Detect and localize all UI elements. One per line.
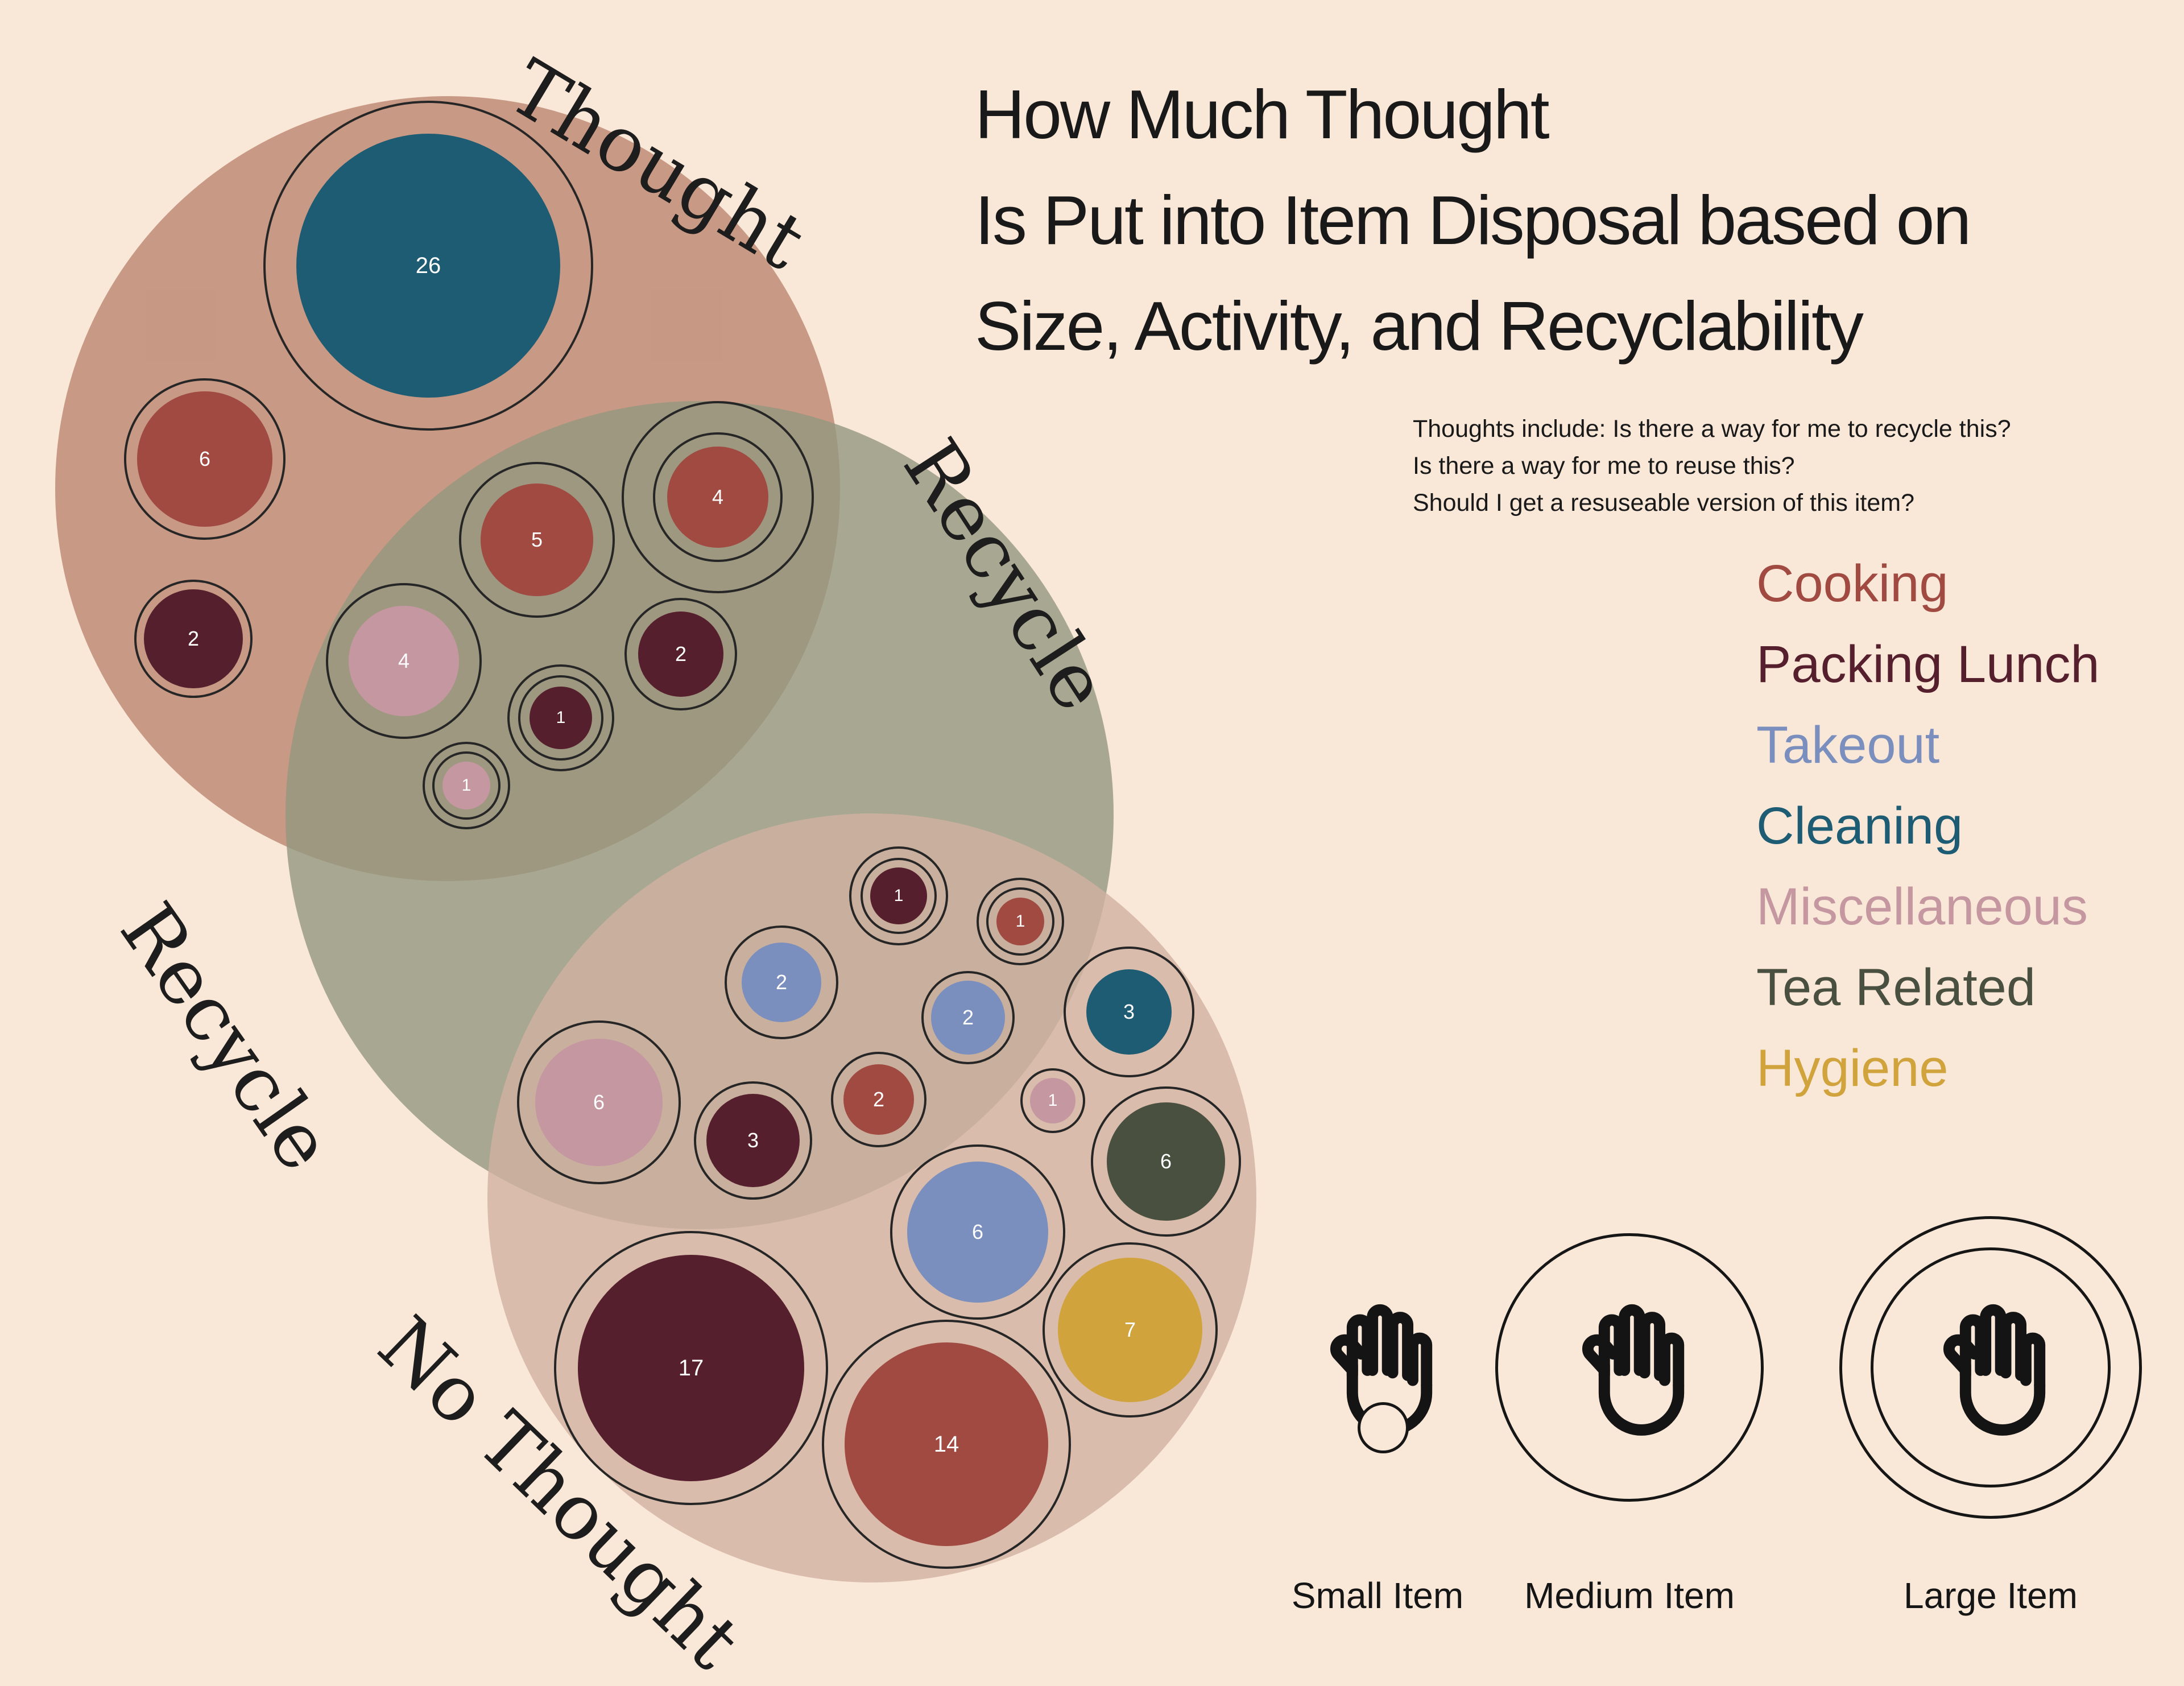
bubble-value: 1: [556, 708, 566, 727]
bubble-cooking: 1: [996, 898, 1044, 945]
hand-icon: [1925, 1287, 2056, 1448]
bubble-tea-related: 6: [1107, 1102, 1225, 1221]
bubble-value: 2: [872, 1088, 885, 1111]
bubble-size-ring: [1020, 1068, 1085, 1133]
bubble-miscellaneous: 6: [535, 1039, 663, 1166]
bubble-value: 3: [1123, 1000, 1135, 1023]
bubble-size-ring: [517, 1020, 681, 1184]
venn-chart: 26 6 2 5 4 4 2 1 1 1 1 2 2 2 6 3 3 1 6 6 7 17 14 Thought Recycle…: [55, 43, 1256, 1686]
bubble-cooking: 2: [843, 1064, 914, 1135]
subtitle-line-3: Should I get a resuseable version of thi…: [1413, 489, 1915, 516]
bubble-value: 7: [1124, 1318, 1136, 1341]
size-ring: [1495, 1233, 1764, 1502]
bubble-size-ring: [624, 598, 737, 710]
page-title: How Much Thought Is Put into Item Dispos…: [975, 61, 1971, 379]
title-line-1: How Much Thought: [975, 76, 1550, 153]
bubble-packing-lunch: 3: [706, 1094, 800, 1187]
bubble-value: 1: [1015, 912, 1025, 931]
bubble-miscellaneous: 4: [349, 606, 459, 716]
bubble-value: 6: [971, 1220, 984, 1243]
bubble-size-ring: [459, 462, 615, 618]
size-legend: Small Item Medium Item Large Item: [1161, 1160, 2184, 1621]
size-label-large: Large Item: [1904, 1575, 2078, 1616]
bubble-size-ring: [622, 401, 814, 593]
bubble-value: 14: [933, 1431, 959, 1457]
bubble-hygiene: 7: [1058, 1258, 1202, 1402]
bubble-size-ring: [554, 1231, 828, 1505]
bubble-cleaning: 26: [296, 134, 560, 398]
bubble-size-ring: [263, 101, 593, 431]
size-item-large: Large Item: [1774, 1160, 2184, 1621]
size-ring: [1839, 1216, 2142, 1519]
bubble-packing-lunch: 2: [144, 589, 243, 688]
bubble-packing-lunch: 2: [638, 611, 723, 697]
bubble-value: 2: [962, 1006, 974, 1029]
bubble-packing-lunch: 1: [870, 867, 927, 924]
bubble-cooking: 14: [845, 1342, 1048, 1546]
bubble-packing-lunch: 1: [530, 687, 592, 749]
bubble-size-ring: [831, 1052, 926, 1147]
bubble-size-ring: [507, 664, 614, 771]
bubble-size-ring: [1043, 1242, 1218, 1418]
title-line-2: Is Put into Item Disposal based on: [975, 181, 1971, 259]
category-legend: Cooking Packing Lunch Takeout Cleaning Misce…: [1756, 543, 2100, 1109]
subtitle-line-1: Thoughts include: Is there a way for me …: [1413, 415, 2011, 443]
hand-icon: [1564, 1287, 1695, 1448]
bubble-takeout: 2: [931, 981, 1005, 1055]
bubble-value: 1: [1048, 1091, 1058, 1110]
bubble-size-ring: [1064, 947, 1194, 1077]
bubble-value: 26: [415, 253, 441, 278]
legend-item-cooking: Cooking: [1756, 555, 1949, 613]
title-line-3: Size, Activity, and Recyclability: [975, 287, 1864, 365]
size-label-small: Small Item: [1291, 1575, 1464, 1616]
small-size-ring: [1358, 1402, 1409, 1453]
bubble-takeout: 6: [907, 1162, 1048, 1303]
bubble-size-ring: [822, 1320, 1071, 1569]
bubble-cooking: 6: [137, 391, 272, 527]
bubble-size-ring: [134, 580, 253, 698]
bubble-cooking: 4: [667, 447, 768, 548]
subtitle: Thoughts include: Is there a way for me …: [1413, 411, 2011, 522]
bubble-size-ring: [694, 1081, 812, 1200]
bubble-miscellaneous: 1: [1030, 1078, 1076, 1123]
legend-item-miscellaneous: Miscellaneous: [1756, 878, 2088, 936]
bubble-value: 4: [398, 649, 410, 672]
bubble-size-ring: [1091, 1086, 1241, 1237]
bubble-value: 6: [1160, 1150, 1172, 1173]
size-label-medium: Medium Item: [1524, 1575, 1735, 1616]
bubble-value: 1: [894, 886, 904, 905]
legend-item-packing-lunch: Packing Lunch: [1756, 635, 2100, 693]
bubble-cooking: 5: [481, 484, 593, 596]
bubble-value: 17: [678, 1355, 704, 1381]
bubble-value: 3: [747, 1129, 759, 1152]
legend-item-cleaning: Cleaning: [1756, 797, 1963, 855]
legend-item-hygiene: Hygiene: [1756, 1039, 1949, 1097]
subtitle-line-2: Is there a way for me to reuse this?: [1413, 452, 1795, 480]
legend-item-tea-related: Tea Related: [1756, 958, 2036, 1016]
bubble-miscellaneous: 1: [442, 762, 490, 809]
bubble-size-ring: [921, 971, 1015, 1064]
bubble-packing-lunch: 17: [578, 1255, 804, 1481]
bubble-value: 6: [198, 447, 211, 470]
bubble-size-ring: [849, 846, 948, 945]
bubble-value: 6: [593, 1090, 605, 1114]
bubble-size-ring: [326, 583, 482, 739]
bubble-value: 2: [187, 627, 200, 650]
bubble-value: 5: [531, 528, 543, 551]
bubble-size-ring: [423, 742, 510, 829]
bubble-value: 4: [712, 485, 724, 509]
size-item-medium: Medium Item: [1413, 1160, 1846, 1621]
bubble-value: 2: [675, 642, 687, 666]
bubble-cleaning: 3: [1086, 969, 1172, 1055]
bubble-takeout: 2: [742, 943, 821, 1022]
size-item-small: Small Item: [1161, 1160, 1594, 1621]
bubble-size-ring: [725, 925, 838, 1039]
bubble-size-ring: [977, 878, 1064, 965]
bubble-value: 1: [461, 776, 471, 795]
legend-item-takeout: Takeout: [1756, 716, 1940, 774]
bubble-size-ring: [890, 1144, 1065, 1320]
bubble-value: 2: [775, 970, 788, 994]
bubble-size-ring: [124, 378, 286, 540]
